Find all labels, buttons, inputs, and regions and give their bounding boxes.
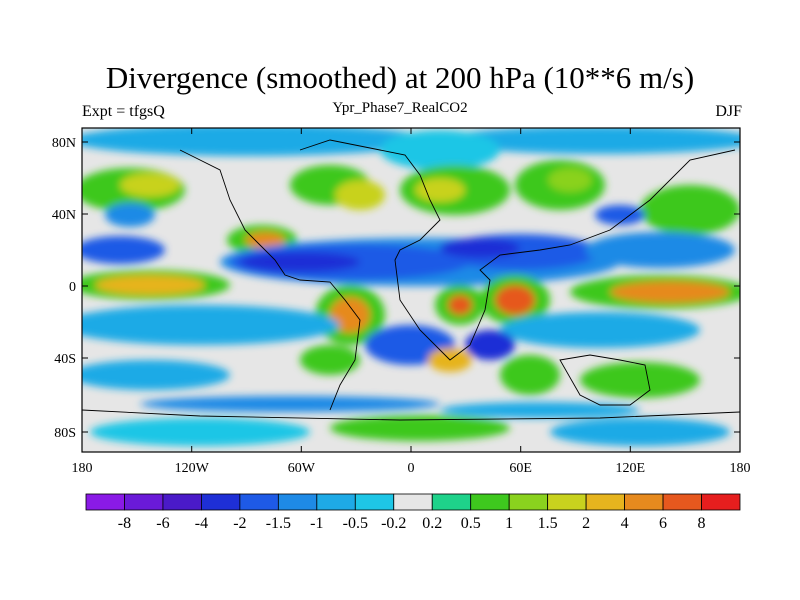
colorbar-swatch bbox=[354, 493, 395, 511]
lat-tick-label: 0 bbox=[69, 280, 76, 295]
lat-tick-label: 40S bbox=[54, 352, 76, 367]
colorbar-swatch bbox=[277, 493, 318, 511]
colorbar-label: -1 bbox=[310, 515, 323, 532]
colorbar-label: -0.2 bbox=[381, 515, 406, 532]
colorbar-label: -0.5 bbox=[343, 515, 368, 532]
colorbar-swatch bbox=[547, 493, 587, 511]
colorbar-label: 0.2 bbox=[422, 515, 442, 532]
colorbar-swatch bbox=[624, 493, 664, 511]
lon-tick-label: 120W bbox=[175, 461, 210, 476]
colorbar-swatch bbox=[585, 493, 625, 511]
lon-tick-label: 0 bbox=[408, 461, 415, 476]
colorbar-label: -8 bbox=[118, 515, 131, 532]
lat-tick-label: 80N bbox=[52, 136, 76, 151]
colorbar-label: 1 bbox=[505, 515, 513, 532]
colorbar-label: 0.5 bbox=[461, 515, 481, 532]
plot-title: Divergence (smoothed) at 200 hPa (10**6 … bbox=[105, 60, 695, 95]
colorbar-swatch bbox=[239, 493, 279, 511]
colorbar-swatch bbox=[85, 493, 125, 511]
lat-tick-label: 40N bbox=[52, 208, 76, 223]
colorbar-label: -6 bbox=[156, 515, 169, 532]
latitude-axis: 80N 40N 0 40S 80S bbox=[52, 136, 740, 441]
lon-tick-label: 180 bbox=[72, 461, 93, 476]
colorbar-label: -4 bbox=[195, 515, 208, 532]
season-label: DJF bbox=[715, 103, 742, 120]
colorbar: -8 -6 -4 -2 -1.5 -1 -0.5 -0.2 0.2 0.5 1 1.5 2 4 6 8 bbox=[85, 493, 741, 532]
colorbar-swatch bbox=[470, 493, 510, 511]
colorbar-label: 6 bbox=[659, 515, 667, 532]
colorbar-swatch bbox=[124, 493, 164, 511]
lon-tick-label: 180 bbox=[730, 461, 751, 476]
colorbar-label: 8 bbox=[698, 515, 706, 532]
colorbar-label: -1.5 bbox=[266, 515, 291, 532]
colorbar-swatch bbox=[393, 493, 433, 511]
lon-tick-label: 120E bbox=[616, 461, 646, 476]
longitude-axis: 180 120W 60W 0 60E 120E 180 bbox=[72, 128, 751, 476]
colorbar-label: 2 bbox=[582, 515, 590, 532]
experiment-label: Expt = tfgsQ bbox=[82, 103, 165, 120]
colorbar-label: 1.5 bbox=[538, 515, 558, 532]
colorbar-swatch bbox=[201, 493, 241, 511]
colorbar-label: 4 bbox=[621, 515, 629, 532]
colorbar-swatch bbox=[508, 493, 549, 511]
colorbar-swatch bbox=[316, 493, 356, 511]
colorbar-label: -2 bbox=[233, 515, 246, 532]
lon-tick-label: 60E bbox=[509, 461, 532, 476]
lat-tick-label: 80S bbox=[54, 426, 76, 441]
divergence-field bbox=[82, 128, 740, 452]
colorbar-swatch bbox=[162, 493, 202, 511]
coastlines bbox=[82, 139, 740, 421]
colorbar-swatch bbox=[701, 493, 741, 511]
colorbar-swatch bbox=[431, 493, 472, 511]
lon-tick-label: 60W bbox=[288, 461, 316, 476]
run-label: Ypr_Phase7_RealCO2 bbox=[332, 100, 468, 116]
colorbar-swatch bbox=[662, 493, 702, 511]
